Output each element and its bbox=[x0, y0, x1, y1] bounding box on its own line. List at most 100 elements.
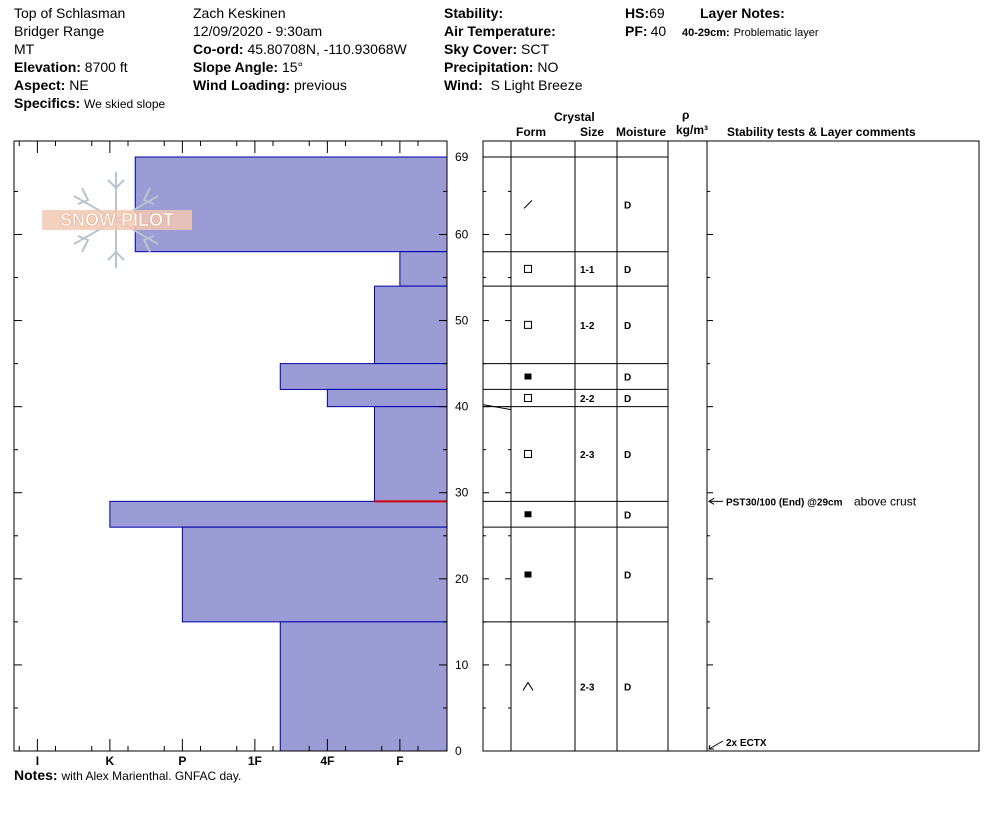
layer-note-range: 40-29cm: bbox=[682, 27, 730, 39]
hs-field: HS:69 bbox=[625, 4, 665, 22]
specifics-label: Specifics: bbox=[14, 95, 81, 111]
precipitation-value: NO bbox=[537, 59, 559, 75]
wind-loading-label: Wind Loading: bbox=[193, 77, 291, 93]
layer-size: 2-3 bbox=[580, 450, 595, 461]
layer-size: 1-1 bbox=[580, 265, 595, 276]
coord-field: Co-ord: 45.80708N, -110.93068W bbox=[193, 40, 407, 58]
hardness-tick-label: I bbox=[36, 754, 39, 768]
form-glyph-faceted-icon bbox=[524, 394, 532, 403]
snowflake-icon: SNOW PILOT bbox=[42, 172, 192, 268]
form-glyph-depth-hoar-icon bbox=[522, 681, 534, 691]
logo-text: SNOW PILOT bbox=[60, 210, 174, 230]
aspect-value: NE bbox=[69, 77, 89, 93]
elevation-label: Elevation: bbox=[14, 59, 81, 75]
height-tick-label: 40 bbox=[455, 400, 469, 414]
hardness-tick-label: K bbox=[106, 754, 115, 768]
test-label: 2x ECTX bbox=[726, 738, 767, 749]
wind-loading-field: Wind Loading: previous bbox=[193, 76, 347, 94]
test-arrow-1 bbox=[708, 740, 724, 750]
stability-label: Stability: bbox=[444, 5, 504, 21]
layer-size: 2-3 bbox=[580, 682, 595, 693]
layer-size: 2-2 bbox=[580, 394, 595, 405]
layer-moisture: D bbox=[624, 394, 631, 405]
precipitation-label: Precipitation: bbox=[444, 59, 534, 75]
rho-header: ρ bbox=[682, 108, 690, 122]
pf-label: PF: bbox=[625, 23, 648, 39]
layer-connector-slant bbox=[482, 404, 512, 411]
hardness-bar-8 bbox=[279, 621, 448, 752]
form-glyph-filled-icon bbox=[524, 571, 532, 578]
form-glyph-filled-icon bbox=[524, 373, 532, 380]
precipitation-field: Precipitation: NO bbox=[444, 58, 558, 76]
observation-datetime: 12/09/2020 - 9:30am bbox=[193, 23, 323, 39]
hs-value: 69 bbox=[649, 5, 665, 21]
specifics-field: Specifics: We skied slope bbox=[14, 94, 165, 113]
height-tick-label: 50 bbox=[455, 314, 469, 328]
layer-moisture: D bbox=[624, 510, 631, 521]
sky-cover-field: Sky Cover: SCT bbox=[444, 40, 549, 58]
wind-label: Wind: bbox=[444, 77, 483, 93]
pf-value: 40 bbox=[650, 23, 667, 39]
elevation-field: Elevation: 8700 ft bbox=[14, 58, 128, 76]
height-tick-label: 0 bbox=[455, 744, 462, 758]
pf-field: PF: 40 bbox=[625, 22, 666, 40]
notes-label: Notes: bbox=[14, 767, 58, 783]
size-header: Size bbox=[580, 125, 605, 139]
notes-field: Notes: with Alex Marienthal. GNFAC day. bbox=[14, 766, 241, 785]
air-temp-label: Air Temperature: bbox=[444, 23, 556, 39]
hardness-tick-label: 4F bbox=[320, 754, 334, 768]
layer-moisture: D bbox=[624, 265, 631, 276]
height-tick-label: 10 bbox=[455, 658, 469, 672]
hardness-bar-1 bbox=[399, 251, 448, 287]
comments-header: Stability tests & Layer comments bbox=[727, 125, 916, 139]
test-label: PST30/100 (End) @29cm bbox=[726, 497, 843, 508]
slope-value: 15° bbox=[281, 59, 304, 75]
layer-size: 1-2 bbox=[580, 321, 595, 332]
wind-field: Wind: S Light Breeze bbox=[444, 76, 582, 94]
crystal-header: Crystal bbox=[554, 110, 595, 124]
hardness-frame bbox=[13, 140, 448, 752]
wind-loading-value: previous bbox=[293, 77, 347, 93]
test-arrowhead-0 bbox=[708, 497, 715, 505]
height-tick-label: 60 bbox=[455, 227, 469, 241]
notes-value: with Alex Marienthal. GNFAC day. bbox=[61, 769, 242, 783]
height-tick-label: 30 bbox=[455, 486, 469, 500]
layer-note: 40-29cm: Problematic layer bbox=[682, 22, 819, 42]
form-glyph-faceted-icon bbox=[524, 264, 532, 273]
layer-moisture: D bbox=[624, 450, 631, 461]
height-tick-label: 69 bbox=[455, 150, 469, 164]
hardness-bar-5 bbox=[374, 406, 448, 502]
layer-moisture: D bbox=[624, 571, 631, 582]
slope-field: Slope Angle: 15° bbox=[193, 58, 303, 76]
aspect-field: Aspect: NE bbox=[14, 76, 89, 94]
location-name: Top of Schlasman bbox=[14, 5, 126, 21]
hardness-bar-2 bbox=[374, 285, 448, 365]
moisture-header: Moisture bbox=[616, 125, 667, 139]
form-glyph-faceted-icon bbox=[524, 320, 532, 329]
height-tick-label: 20 bbox=[455, 572, 469, 586]
coord-label: Co-ord: bbox=[193, 41, 244, 57]
wind-value: S Light Breeze bbox=[490, 77, 583, 93]
hardness-tick-label: 1F bbox=[248, 754, 262, 768]
hardness-bar-0 bbox=[134, 156, 448, 253]
observer-name: Zach Keskinen bbox=[193, 5, 286, 21]
test-comment: above crust bbox=[854, 494, 917, 508]
coord-value: 45.80708N, -110.93068W bbox=[247, 41, 407, 57]
layer-moisture: D bbox=[624, 200, 631, 211]
aspect-label: Aspect: bbox=[14, 77, 66, 93]
layer-notes-label: Layer Notes: bbox=[700, 5, 785, 21]
slope-label: Slope Angle: bbox=[193, 59, 279, 75]
layer-moisture: D bbox=[624, 321, 631, 332]
hardness-bar-6 bbox=[109, 500, 448, 528]
hs-label: HS: bbox=[625, 5, 650, 21]
layer-note-text: Problematic layer bbox=[733, 27, 819, 39]
snow-pilot-logo: SNOW PILOT bbox=[38, 170, 198, 270]
hardness-tick-label: F bbox=[396, 754, 403, 768]
stability-field: Stability: bbox=[444, 4, 503, 22]
test-arrowhead-1 bbox=[708, 744, 714, 750]
specifics-value: We skied slope bbox=[84, 97, 166, 111]
range-name: Bridger Range bbox=[14, 23, 105, 39]
sky-cover-value: SCT bbox=[521, 41, 550, 57]
hardness-tick-label: P bbox=[178, 754, 186, 768]
